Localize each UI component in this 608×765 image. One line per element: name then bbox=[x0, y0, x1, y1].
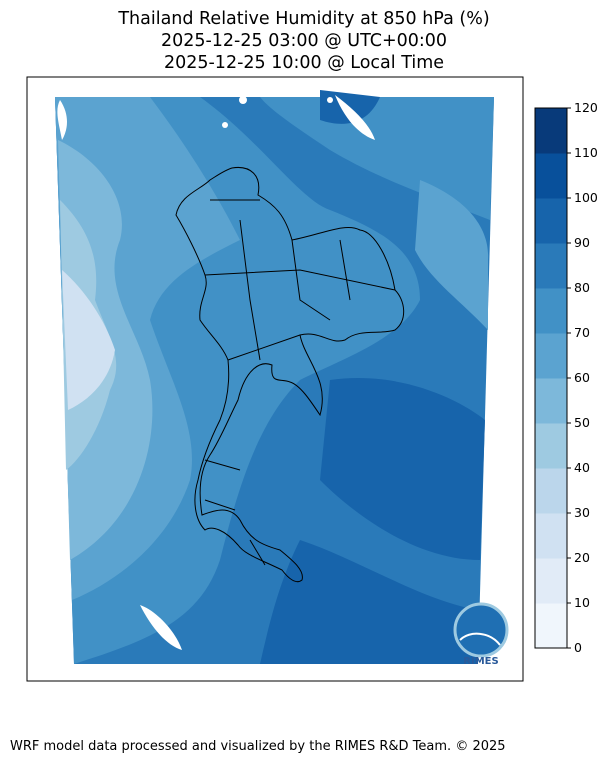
colorbar-tick-label: 80 bbox=[574, 280, 590, 295]
colorbar-band bbox=[535, 198, 567, 244]
local-time: 2025-12-25 10:00 @ Local Time bbox=[163, 53, 445, 73]
colorbar-tick-label: 110 bbox=[574, 145, 598, 160]
credit-text: WRF model data processed and visualized … bbox=[10, 739, 506, 754]
colorbar-band bbox=[535, 333, 567, 379]
colorbar bbox=[535, 108, 567, 649]
colorbar-tick-label: 90 bbox=[574, 235, 590, 250]
logo-text: RIMES bbox=[463, 656, 498, 667]
colorbar-band bbox=[535, 468, 567, 514]
thailand-provinces-outline bbox=[175, 166, 405, 583]
colorbar-band bbox=[535, 153, 567, 199]
colorbar-band bbox=[535, 288, 567, 334]
colorbar-band bbox=[535, 108, 567, 154]
colorbar-band bbox=[535, 603, 567, 649]
colorbar-band bbox=[535, 513, 567, 559]
colorbar-tick-label: 30 bbox=[574, 505, 590, 520]
colorbar-tick-label: 20 bbox=[574, 550, 590, 565]
utc-time: 2025-12-25 03:00 @ UTC+00:00 bbox=[160, 31, 448, 51]
colorbar-band bbox=[535, 423, 567, 469]
colorbar-tick-label: 50 bbox=[574, 415, 590, 430]
colorbar-tick-label: 120 bbox=[574, 100, 598, 115]
colorbar-band bbox=[535, 558, 567, 604]
colorbar-tick-label: 40 bbox=[574, 460, 590, 475]
missing-data-patches bbox=[57, 95, 375, 650]
map-title: Thailand Relative Humidity at 850 hPa (%… bbox=[118, 9, 490, 29]
colorbar-tick-label: 0 bbox=[574, 640, 582, 655]
colorbar-band bbox=[535, 243, 567, 289]
colorbar-tick-label: 100 bbox=[574, 190, 598, 205]
humidity-contours bbox=[55, 90, 494, 664]
colorbar-tick-label: 10 bbox=[574, 595, 590, 610]
rimes-logo: RIMES bbox=[453, 602, 509, 667]
colorbar-tick-label: 60 bbox=[574, 370, 590, 385]
colorbar-tick-label: 70 bbox=[574, 325, 590, 340]
colorbar-band bbox=[535, 378, 567, 424]
